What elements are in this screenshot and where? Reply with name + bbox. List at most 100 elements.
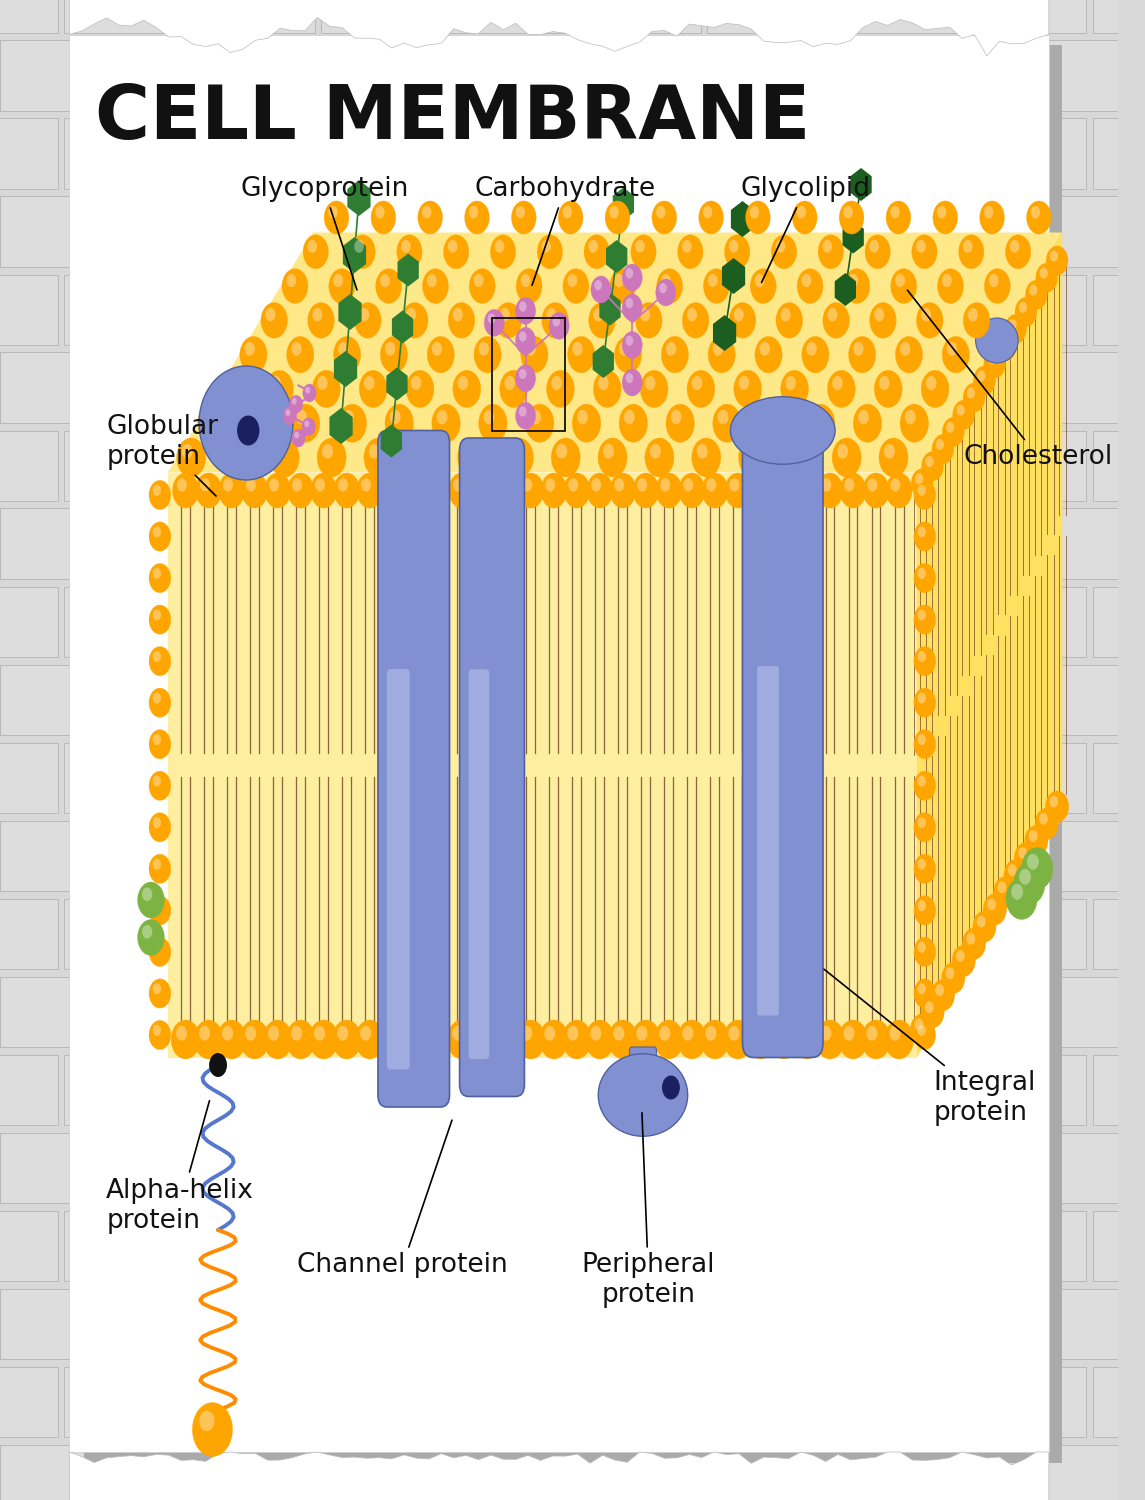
Circle shape <box>521 274 530 286</box>
Bar <box>900 976 1022 1047</box>
Bar <box>643 1444 765 1500</box>
Circle shape <box>540 472 567 508</box>
Bar <box>1093 274 1145 345</box>
Circle shape <box>149 938 171 966</box>
Circle shape <box>526 342 536 355</box>
Bar <box>643 1132 765 1203</box>
Circle shape <box>436 410 448 424</box>
Circle shape <box>631 1020 661 1059</box>
Circle shape <box>192 1402 232 1456</box>
Circle shape <box>932 435 954 463</box>
Circle shape <box>774 1026 785 1041</box>
Bar <box>643 196 765 267</box>
Circle shape <box>660 1026 670 1041</box>
Circle shape <box>488 314 496 324</box>
Circle shape <box>196 472 222 508</box>
Bar <box>64 1054 187 1125</box>
Bar <box>836 742 957 813</box>
Bar <box>450 274 572 345</box>
Circle shape <box>702 472 728 508</box>
Circle shape <box>734 308 744 321</box>
Bar <box>900 509 1022 579</box>
Circle shape <box>729 240 739 254</box>
Circle shape <box>465 201 489 234</box>
Bar <box>708 586 829 657</box>
Circle shape <box>302 384 316 402</box>
Circle shape <box>917 776 926 786</box>
Bar <box>1093 118 1145 189</box>
Circle shape <box>385 342 395 355</box>
Circle shape <box>844 268 870 303</box>
Bar <box>322 274 443 345</box>
Bar <box>514 821 637 891</box>
Circle shape <box>452 1026 464 1041</box>
Bar <box>0 821 121 891</box>
Circle shape <box>619 404 648 442</box>
Circle shape <box>361 478 371 492</box>
Circle shape <box>765 410 775 424</box>
Circle shape <box>149 729 171 759</box>
Circle shape <box>605 201 630 234</box>
Circle shape <box>515 327 536 354</box>
Circle shape <box>708 336 735 374</box>
Bar <box>708 118 829 189</box>
Circle shape <box>137 920 165 956</box>
Circle shape <box>1011 884 1024 900</box>
Circle shape <box>656 268 682 303</box>
Circle shape <box>797 268 823 303</box>
Bar <box>578 1054 701 1125</box>
Bar <box>386 1132 507 1203</box>
Bar <box>772 976 893 1047</box>
Circle shape <box>510 444 520 459</box>
Circle shape <box>725 472 751 508</box>
Circle shape <box>942 417 964 447</box>
Circle shape <box>656 472 682 508</box>
Circle shape <box>1019 302 1027 313</box>
Circle shape <box>329 206 338 219</box>
Bar <box>1093 0 1145 33</box>
Circle shape <box>822 240 832 254</box>
Circle shape <box>338 342 348 355</box>
Bar <box>772 1132 893 1203</box>
Bar <box>578 1210 701 1281</box>
Bar <box>514 1288 637 1359</box>
Bar <box>128 1288 251 1359</box>
Circle shape <box>453 478 463 492</box>
Bar <box>258 1444 379 1500</box>
Bar <box>643 509 765 579</box>
Circle shape <box>317 438 346 477</box>
Bar <box>643 40 765 111</box>
Circle shape <box>332 1020 362 1059</box>
Circle shape <box>797 206 806 219</box>
Circle shape <box>305 387 310 393</box>
Circle shape <box>546 308 556 321</box>
Circle shape <box>310 472 337 508</box>
Circle shape <box>712 404 741 442</box>
Circle shape <box>645 438 674 477</box>
Bar <box>128 821 251 891</box>
Circle shape <box>250 410 260 424</box>
Circle shape <box>701 1020 729 1059</box>
Circle shape <box>933 201 957 234</box>
Circle shape <box>286 274 297 286</box>
Bar <box>322 1054 443 1125</box>
Bar <box>0 586 57 657</box>
Circle shape <box>505 376 515 390</box>
Circle shape <box>917 693 926 703</box>
Circle shape <box>1025 825 1048 856</box>
Circle shape <box>152 734 161 746</box>
Circle shape <box>874 308 884 321</box>
Circle shape <box>1035 808 1058 840</box>
Circle shape <box>270 376 281 390</box>
Circle shape <box>914 771 935 801</box>
Text: Integral
protein: Integral protein <box>824 969 1036 1126</box>
Circle shape <box>973 910 996 942</box>
Circle shape <box>687 370 714 408</box>
Circle shape <box>586 472 613 508</box>
Circle shape <box>891 478 900 492</box>
Text: CELL MEMBRANE: CELL MEMBRANE <box>95 82 811 156</box>
Circle shape <box>781 370 808 408</box>
Circle shape <box>743 444 755 459</box>
Circle shape <box>149 1020 171 1050</box>
Circle shape <box>431 478 440 492</box>
